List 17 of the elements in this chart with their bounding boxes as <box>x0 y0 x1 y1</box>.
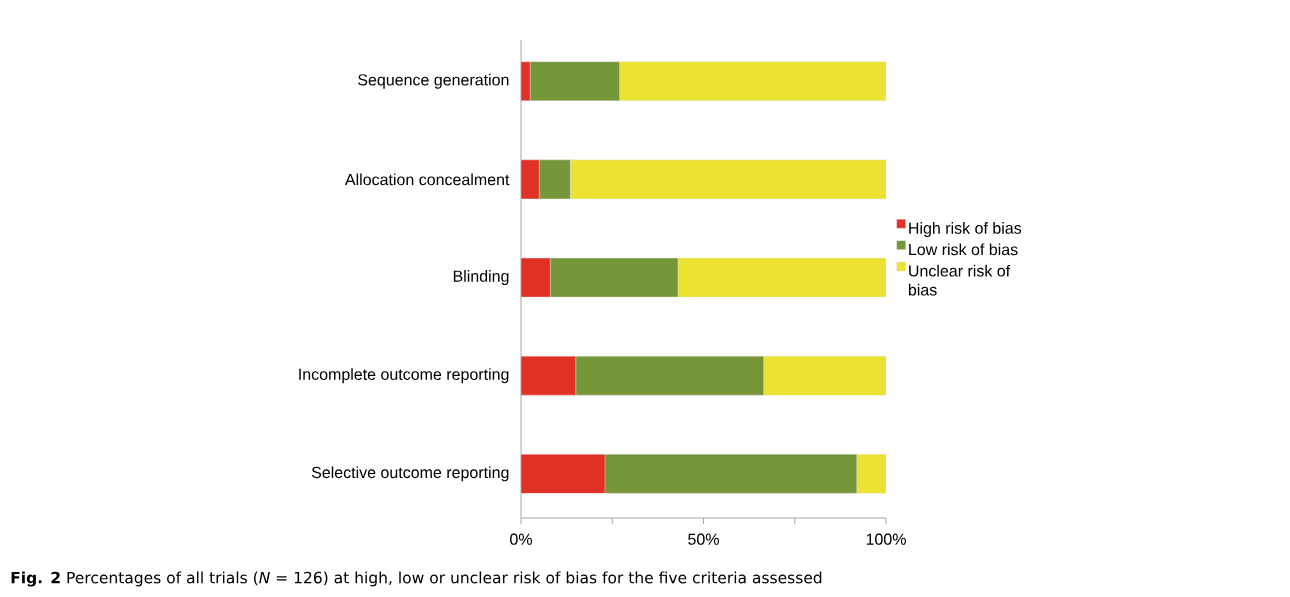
text: Fig. 2 Percentages of all trials (N = 126) at high, low or unclear risk of bias for the five criteria assessed <box>11 571 822 587</box>
y-tick-label: Sequence generation <box>358 73 509 89</box>
y-tick-label: Blinding <box>453 270 509 285</box>
x-tick-label: 50% <box>688 533 719 545</box>
bar <box>856 454 887 494</box>
legend-label: Low risk of bias <box>909 243 1018 256</box>
legend-label: High risk of bias <box>909 222 1022 237</box>
y-tick-label: Selective outcome reporting <box>311 466 509 482</box>
y-tick-label: Allocation concealment <box>344 173 510 186</box>
bar <box>763 355 887 396</box>
bar <box>570 159 887 200</box>
x-tick-label: 0% <box>510 533 532 545</box>
x-tick-label: 100% <box>866 533 906 545</box>
y-tick-label: Incomplete outcome reporting <box>299 368 509 384</box>
bar <box>619 61 887 101</box>
legend-label: Unclear risk of bias <box>908 264 1011 296</box>
bar <box>677 257 887 298</box>
